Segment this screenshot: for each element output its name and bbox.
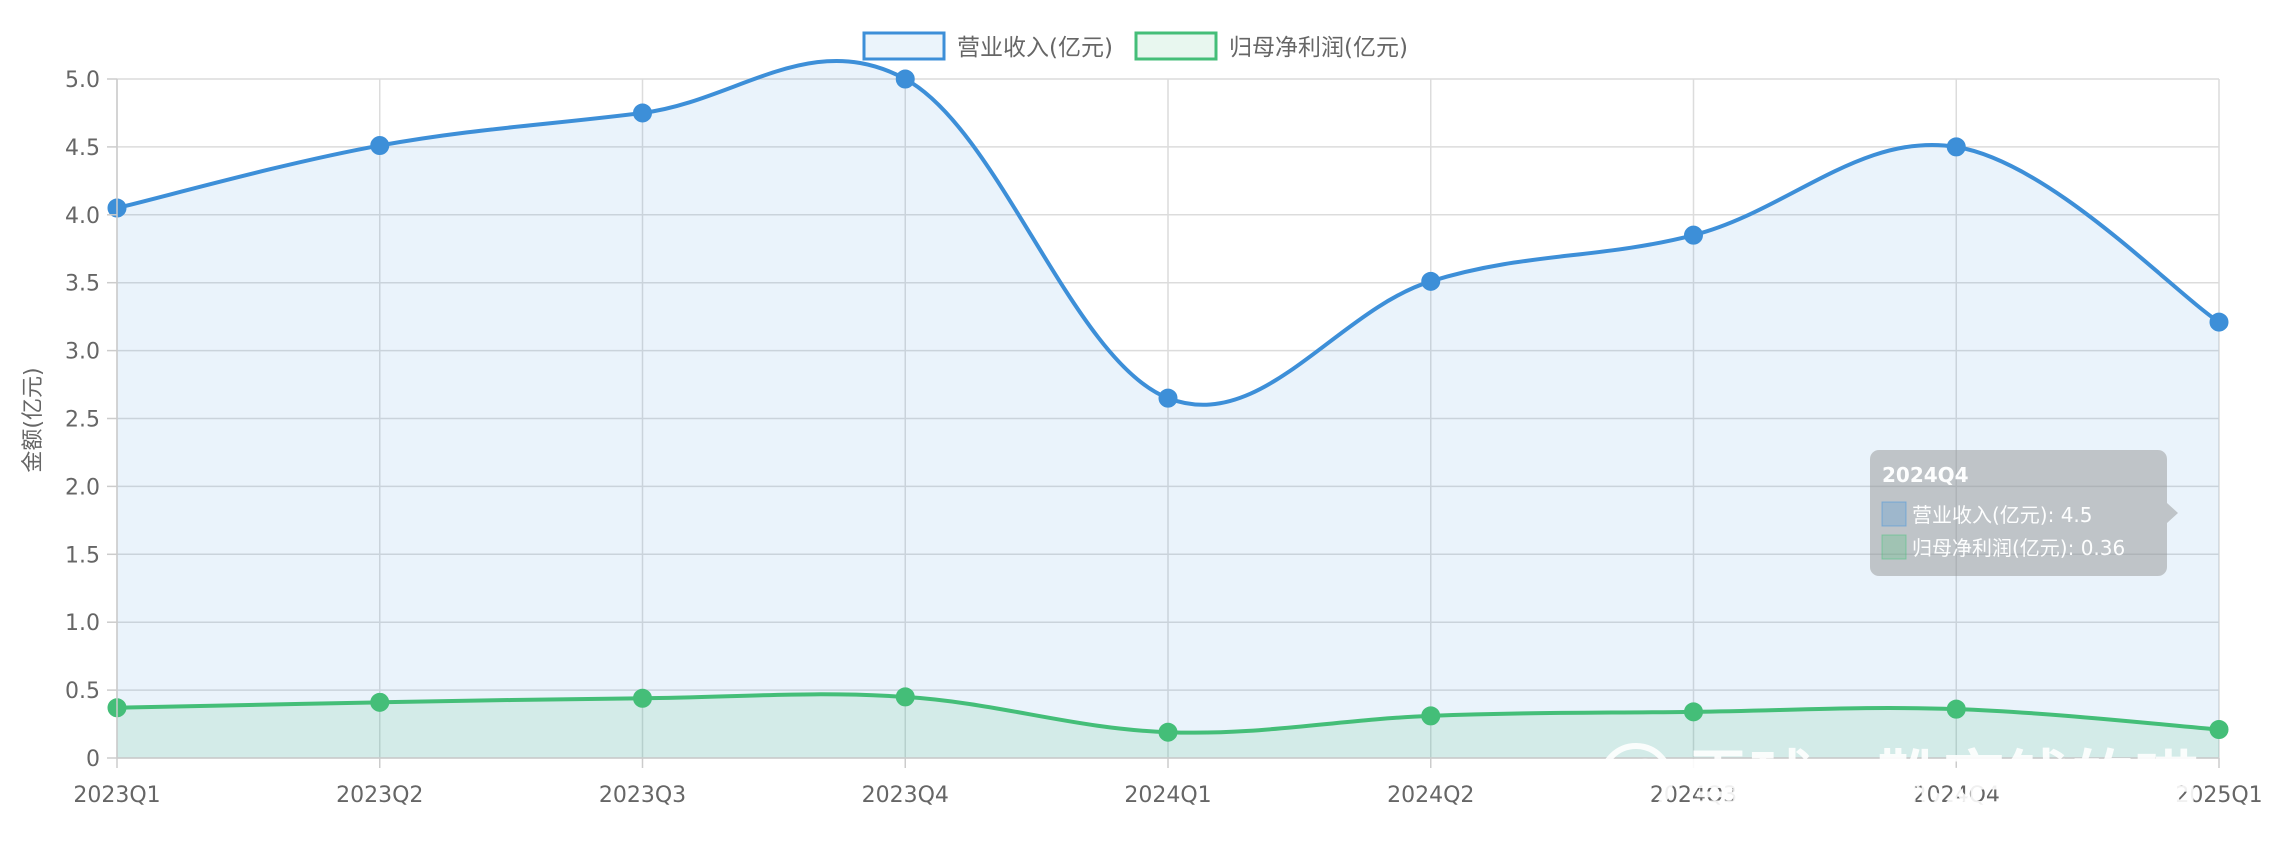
tooltip-box <box>1870 450 2167 576</box>
series-1-point[interactable] <box>2209 719 2229 739</box>
x-tick-label: 2025Q1 <box>2175 783 2262 808</box>
x-tick-label: 2023Q1 <box>73 783 160 808</box>
legend-swatch-revenue[interactable] <box>862 31 946 61</box>
series-1-point[interactable] <box>1684 702 1703 722</box>
x-tick-label: 2023Q4 <box>862 783 949 808</box>
watermark-logo-swoosh <box>1611 758 1662 794</box>
tooltip-swatch-profit <box>1881 534 1907 560</box>
series-0-point[interactable] <box>370 136 390 156</box>
series-0-point[interactable] <box>1946 137 1966 157</box>
series-1-point[interactable] <box>1158 722 1178 742</box>
tooltip-caret <box>2167 503 2178 523</box>
watermark: 雪球：靴定钱的喵 <box>1599 743 2198 819</box>
x-tick-label: 2023Q2 <box>336 783 423 808</box>
series-0-point[interactable] <box>1684 225 1703 245</box>
data-points[interactable] <box>107 69 2229 742</box>
legend[interactable]: 营业收入(亿元) 归母净利润(亿元) <box>862 31 1408 61</box>
y-tick-label: 2.5 <box>65 408 100 433</box>
tooltip-title: 2024Q4 <box>1882 463 1969 487</box>
series-0-point[interactable] <box>1421 271 1441 291</box>
series-1-point[interactable] <box>633 688 652 708</box>
legend-label-revenue[interactable]: 营业收入(亿元) <box>957 35 1113 61</box>
x-tick-label: 2024Q4 <box>1913 783 2000 808</box>
series-0-point[interactable] <box>633 103 652 123</box>
tooltip-swatch-revenue <box>1881 501 1907 527</box>
y-axis-title: 金额(亿元) <box>21 367 46 472</box>
series-1-point[interactable] <box>895 687 915 707</box>
y-tick-label: 4.5 <box>65 136 100 161</box>
x-tick-label: 2024Q2 <box>1387 783 1474 808</box>
x-tick-label: 2024Q1 <box>1124 783 1211 808</box>
y-tick-label: 3.0 <box>65 340 100 365</box>
series-1-point[interactable] <box>370 692 390 712</box>
series-0-point[interactable] <box>895 69 915 89</box>
y-tick-label: 1.5 <box>65 543 100 568</box>
tooltip-line-revenue: 营业收入(亿元): 4.5 <box>1912 503 2093 527</box>
y-tick-label: 0.5 <box>65 679 100 704</box>
axes: 0 0.5 1.0 1.5 2.0 2.5 3.0 3.5 4.0 4.5 5.0 2023Q1 202… <box>65 68 2263 808</box>
y-tick-label: 5.0 <box>65 68 100 93</box>
y-tick-label: 4.0 <box>65 204 100 229</box>
series-0-point[interactable] <box>1158 388 1178 408</box>
series-0-point[interactable] <box>2209 312 2229 332</box>
series-1-point[interactable] <box>1946 699 1966 719</box>
y-tick-label: 0 <box>86 747 100 772</box>
series-1-point[interactable] <box>1421 706 1441 726</box>
legend-label-profit[interactable]: 归母净利润(亿元) <box>1229 35 1408 61</box>
tooltip: 2024Q4 营业收入(亿元): 4.5 归母净利润(亿元): 0.36 <box>1870 450 2178 576</box>
watermark-text: 雪球：靴定钱的喵 <box>1686 745 2198 819</box>
y-tick-label: 3.5 <box>65 272 100 297</box>
y-tick-label: 1.0 <box>65 611 100 636</box>
watermark-logo-icon <box>1599 743 1673 817</box>
series-area-1 <box>117 694 2219 758</box>
x-tick-label: 2023Q3 <box>599 783 686 808</box>
y-tick-label: 2.0 <box>65 475 100 500</box>
tooltip-line-profit: 归母净利润(亿元): 0.36 <box>1912 536 2125 560</box>
legend-swatch-profit[interactable] <box>1134 31 1218 61</box>
